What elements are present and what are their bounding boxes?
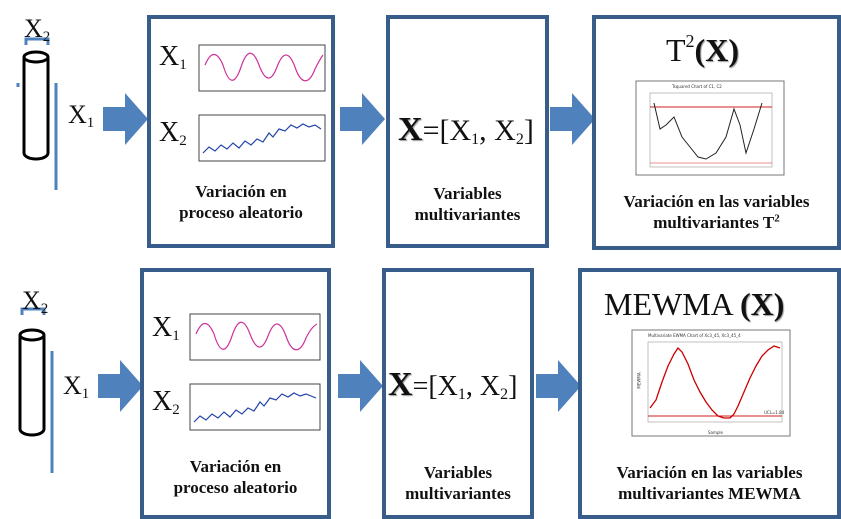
arrow-right-icon bbox=[103, 93, 148, 145]
arrow-right-icon bbox=[536, 360, 581, 412]
random-process-caption: Variación en proceso aleatorio bbox=[179, 182, 303, 223]
series-x1-label: X1 bbox=[152, 312, 180, 344]
arrow-right-icon bbox=[340, 93, 385, 145]
x1-time-series-plot bbox=[198, 44, 326, 92]
mewma-control-chart bbox=[631, 329, 791, 437]
multivariate-variables-box: X=[X1, X2] Variables multivariantes bbox=[386, 15, 549, 248]
random-process-box: X1 X2 Variación en proceso aleatorio bbox=[140, 268, 331, 519]
formula-vector: X=[X1, X2] bbox=[398, 111, 534, 148]
cylinder-icon bbox=[16, 37, 58, 190]
mewma-xlabel: Sample bbox=[708, 430, 723, 435]
arrow-right-icon bbox=[550, 93, 595, 145]
mewma-title: MEWMA (X) bbox=[604, 286, 785, 322]
cylinder-icon bbox=[18, 307, 54, 473]
mewma-chart-box: MEWMA (X) Multivariate EWMA Chart of Xc3… bbox=[578, 268, 841, 519]
x1-label: X1 bbox=[63, 371, 90, 402]
x2-time-series-plot bbox=[198, 114, 326, 162]
x2-time-series-plot bbox=[189, 383, 321, 431]
multivariate-variables-box: X=[X1, X2] Variables multivariantes bbox=[382, 268, 534, 519]
t2-title: T2(X) bbox=[666, 31, 739, 68]
random-process-caption: Variación en proceso aleatorio bbox=[173, 457, 298, 498]
arrow-right-icon bbox=[98, 360, 143, 412]
mewma-chart-title: Multivariate EWMA Chart of Xc3_45, Xc3_4… bbox=[648, 333, 741, 338]
t2-control-chart bbox=[635, 80, 785, 176]
multivariate-caption: Variables multivariantes bbox=[405, 463, 511, 504]
series-x2-label: X2 bbox=[152, 386, 180, 418]
x2-label: X2 bbox=[24, 14, 51, 45]
x2-label: X2 bbox=[22, 286, 49, 317]
series-x2-label: X2 bbox=[159, 117, 187, 149]
series-x1-label: X1 bbox=[159, 41, 187, 73]
random-process-box: X1 X2 Variación en proceso aleatorio bbox=[147, 15, 335, 248]
multivariate-caption: Variables multivariantes bbox=[414, 184, 521, 225]
formula-vector: X=[X1, X2] bbox=[388, 366, 518, 403]
t2-chart-box: T2(X) Tsquared Chart of C1, C2 Variación… bbox=[592, 15, 841, 250]
x1-time-series-plot bbox=[189, 313, 321, 361]
t2-caption: Variación en las variables multivariante… bbox=[623, 192, 810, 233]
t2-chart-title: Tsquared Chart of C1, C2 bbox=[672, 84, 722, 89]
x1-label: X1 bbox=[68, 100, 95, 131]
mewma-ucl-label: UCL=1.84 bbox=[764, 410, 785, 415]
mewma-caption: Variación en las variables multivariante… bbox=[616, 463, 803, 504]
mewma-ylabel: MEWMA bbox=[636, 372, 642, 389]
arrow-right-icon bbox=[338, 360, 383, 412]
